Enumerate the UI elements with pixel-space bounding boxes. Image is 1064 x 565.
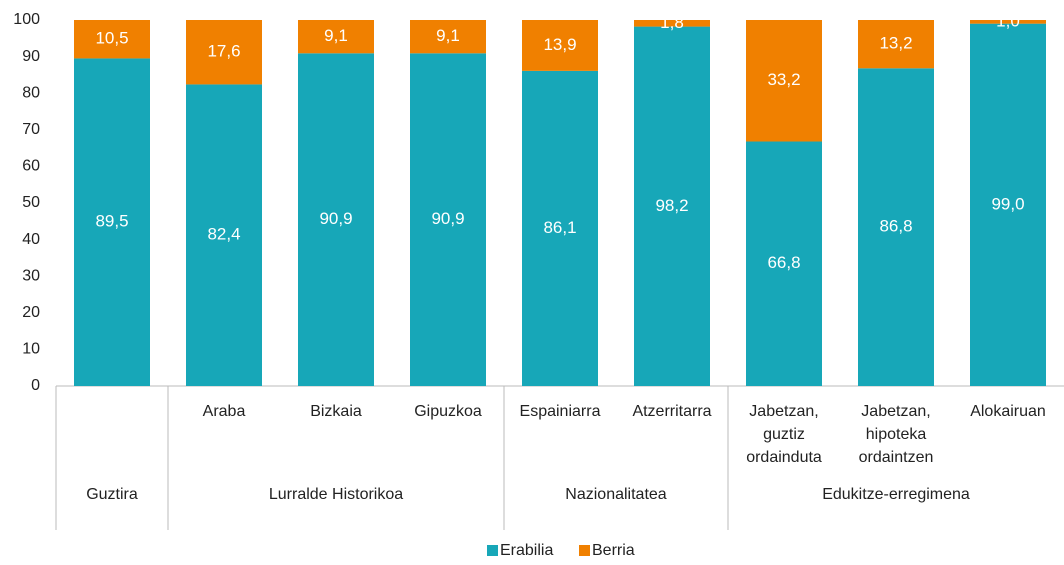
x-tick-label: Bizkaia (310, 403, 362, 420)
bar-segment (298, 53, 374, 386)
y-tick-label: 0 (31, 377, 40, 394)
group-label: Guztira (86, 486, 138, 503)
bar-segment (858, 20, 934, 69)
bar-segment (634, 20, 710, 27)
y-tick-label: 80 (22, 84, 40, 101)
x-tick-label: Jabetzan, guztiz ordainduta (746, 403, 822, 466)
data-label: 90,9 (431, 209, 464, 228)
bar-segment (410, 20, 486, 54)
data-label: 9,1 (436, 26, 460, 45)
bar-segment (858, 68, 934, 386)
data-label: 86,8 (879, 217, 912, 236)
data-label: 33,2 (767, 70, 800, 89)
data-label: 13,2 (879, 34, 912, 53)
group-label: Edukitze-erregimena (822, 486, 970, 503)
y-tick-label: 100 (13, 11, 40, 28)
x-tick-label: Jabetzan, hipoteka ordaintzen (859, 403, 934, 466)
data-label: 99,0 (991, 194, 1024, 213)
y-tick-label: 60 (22, 158, 40, 175)
bar-segment (746, 20, 822, 142)
bar-segment (298, 20, 374, 54)
legend-label: Berria (592, 542, 635, 559)
data-label: 98,2 (655, 196, 688, 215)
group-label: Lurralde Historikoa (269, 486, 403, 503)
bar-segment (74, 58, 150, 387)
y-tick-label: 90 (22, 48, 40, 65)
y-tick-label: 20 (22, 304, 40, 321)
x-tick-label: Atzerritarra (632, 403, 711, 420)
bar-segment (74, 20, 150, 59)
y-tick-label: 70 (22, 121, 40, 138)
data-label: 13,9 (543, 35, 576, 54)
bar-segment (970, 20, 1046, 24)
data-label: 82,4 (207, 225, 240, 244)
data-label: 66,8 (767, 253, 800, 272)
y-tick-label: 50 (22, 194, 40, 211)
group-label: Nazionalitatea (565, 486, 667, 503)
data-label: 9,1 (324, 26, 348, 45)
x-tick-label: Gipuzkoa (414, 403, 482, 420)
x-tick-label: Espainiarra (520, 403, 601, 420)
data-label: 10,5 (95, 29, 128, 48)
legend-label: Erabilia (500, 542, 553, 559)
bar-segment (634, 26, 710, 386)
legend-swatch (579, 545, 590, 556)
bar-segment (522, 70, 598, 387)
y-tick-label: 30 (22, 267, 40, 284)
bar-segment (410, 53, 486, 386)
bar-segment (746, 141, 822, 386)
bar-segment (186, 20, 262, 85)
x-tick-label: Araba (203, 403, 246, 420)
data-label: 1,0 (996, 11, 1020, 30)
data-label: 17,6 (207, 42, 240, 61)
y-tick-label: 40 (22, 231, 40, 248)
x-tick-label: Alokairuan (970, 403, 1046, 420)
bar-segment (522, 20, 598, 71)
data-label: 89,5 (95, 212, 128, 231)
data-label: 86,1 (543, 218, 576, 237)
data-label: 90,9 (319, 209, 352, 228)
bar-segment (970, 23, 1046, 386)
bar-segment (186, 84, 262, 386)
data-label: 1,8 (660, 13, 684, 32)
y-tick-label: 10 (22, 341, 40, 358)
legend-swatch (487, 545, 498, 556)
